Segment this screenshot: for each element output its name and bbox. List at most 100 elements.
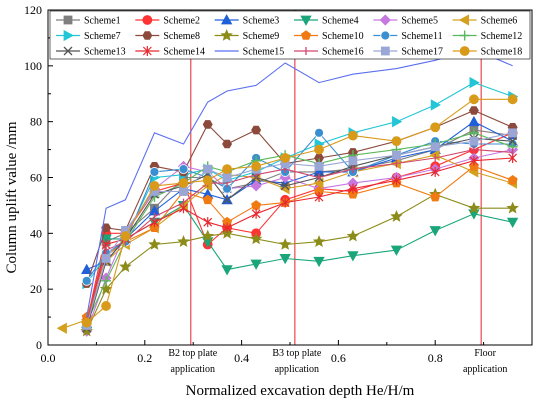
data-point [81, 263, 93, 275]
data-point [101, 275, 112, 286]
legend-item: Scheme8 [135, 31, 200, 42]
data-point [469, 155, 479, 166]
legend-item: Scheme5 [373, 14, 438, 27]
data-point [251, 125, 262, 135]
legend-label: Scheme17 [401, 47, 443, 58]
x-tick-label: 0.2 [137, 351, 152, 365]
annotation-label: application [171, 364, 215, 375]
legend-label: Scheme7 [84, 31, 121, 42]
series-scheme15 [86, 48, 513, 318]
legend-item: Scheme4 [294, 16, 359, 27]
data-point [506, 201, 519, 214]
data-point [468, 127, 479, 138]
legend-item: Scheme3 [214, 14, 280, 27]
data-point [468, 115, 480, 127]
legend: Scheme1 Scheme2 Scheme3 Scheme4 Scheme5 Schem… [49, 10, 531, 60]
y-tick-label: 100 [24, 59, 42, 73]
data-point [99, 282, 113, 295]
x-tick-label: 0.8 [428, 351, 443, 365]
series-scheme2 [81, 127, 518, 328]
data-point [314, 127, 324, 138]
data-point [249, 232, 263, 245]
data-point [101, 254, 111, 263]
legend-item: Scheme9 [214, 28, 280, 42]
legend-item: Scheme15 [214, 47, 285, 58]
data-point [222, 164, 232, 175]
data-point [430, 166, 440, 177]
legend-item: Scheme12 [452, 30, 522, 42]
series-scheme12 [81, 127, 518, 328]
data-point [430, 191, 441, 202]
data-point [468, 106, 479, 115]
data-point [430, 99, 442, 111]
data-point [220, 14, 233, 25]
data-point [280, 181, 290, 191]
data-point [148, 237, 161, 250]
data-point [203, 164, 213, 174]
data-point [469, 76, 480, 89]
legend-label: Scheme13 [84, 47, 126, 58]
data-point [348, 130, 358, 141]
legend-label: Scheme9 [243, 31, 280, 42]
data-point [508, 136, 518, 146]
data-point [314, 192, 324, 203]
series-scheme14 [82, 152, 518, 328]
data-point [300, 15, 312, 26]
data-point [430, 122, 441, 133]
data-point [312, 235, 326, 248]
legend-label: Scheme15 [243, 47, 285, 58]
data-point [81, 275, 92, 286]
data-point [508, 128, 518, 138]
legend-label: Scheme2 [163, 16, 200, 27]
x-tick-label: 0.0 [41, 351, 56, 365]
y-axis-title: Column uplift value /mm [4, 121, 20, 273]
data-point [348, 156, 358, 166]
annotation-label: B2 top plate [168, 348, 217, 359]
data-point [459, 46, 470, 56]
data-point [313, 256, 325, 268]
data-point [429, 226, 441, 237]
data-point [222, 139, 233, 149]
series-scheme4 [81, 201, 519, 337]
data-point [279, 254, 291, 265]
data-point [392, 175, 401, 186]
data-point [392, 150, 401, 160]
x-axis-title: Normalized excavation depth He/H/m [186, 383, 415, 399]
data-point [280, 153, 291, 163]
data-point [179, 187, 188, 196]
data-point [469, 94, 479, 105]
series-scheme18 [81, 94, 518, 328]
legend-label: Scheme6 [481, 16, 518, 27]
data-point [63, 46, 73, 56]
data-point [101, 223, 112, 233]
data-point [469, 136, 479, 146]
y-tick-label: 20 [30, 282, 42, 296]
data-point [346, 229, 360, 242]
legend-label: Scheme5 [401, 16, 438, 27]
data-point [220, 28, 233, 41]
series-scheme1 [82, 125, 518, 330]
legend-label: Scheme3 [243, 16, 280, 27]
legend-label: Scheme16 [322, 47, 364, 58]
data-point [101, 301, 111, 311]
data-point [177, 235, 190, 248]
series-line [86, 48, 513, 318]
data-point [120, 231, 131, 242]
annotation-label: application [275, 364, 319, 375]
data-point [202, 175, 213, 186]
data-point [458, 14, 470, 26]
data-point [142, 15, 153, 25]
data-point [392, 115, 403, 128]
annotation-label: B3 top plate [272, 348, 321, 359]
data-point [280, 197, 290, 208]
legend-label: Scheme14 [163, 47, 205, 58]
legend-label: Scheme8 [163, 31, 200, 42]
data-point [119, 260, 132, 273]
legend-item: Scheme16 [294, 47, 364, 58]
legend-label: Scheme11 [401, 31, 442, 42]
data-point [63, 15, 73, 25]
data-point [390, 210, 403, 222]
legend-item: Scheme18 [452, 46, 522, 58]
data-point [178, 178, 189, 188]
